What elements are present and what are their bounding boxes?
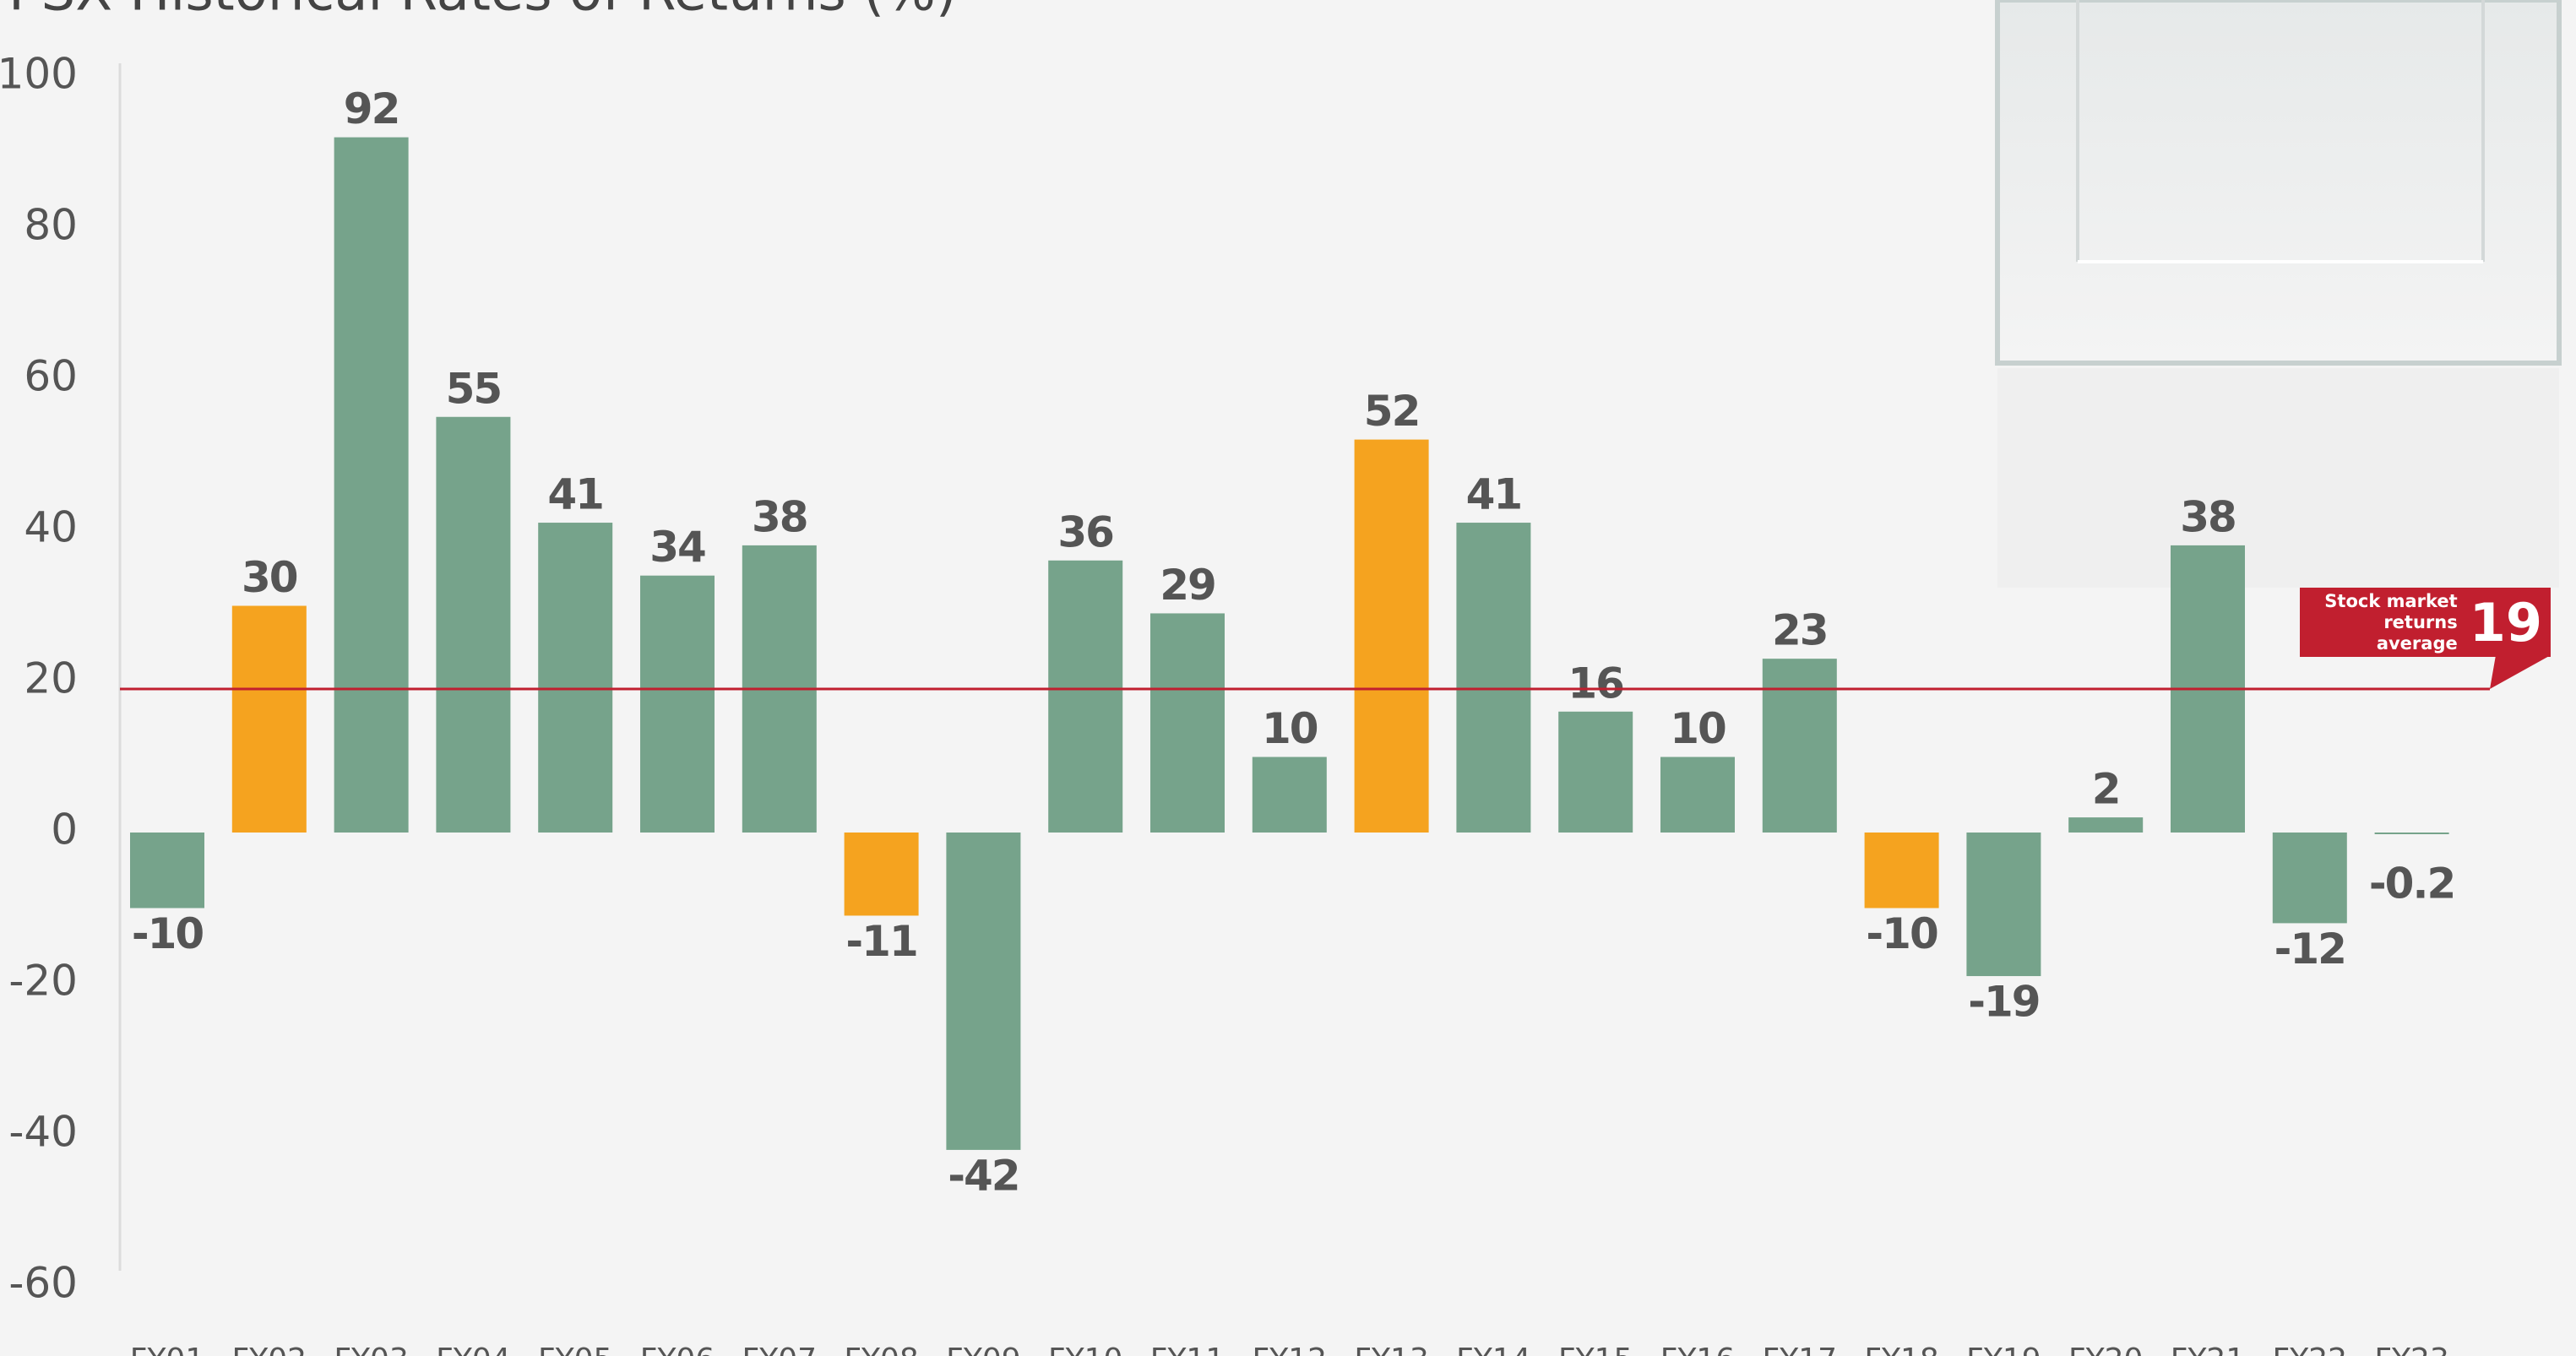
average-annotation: Stock market returns average 19 — [2300, 588, 2551, 657]
bar — [130, 833, 204, 909]
value-label: -10 — [132, 909, 204, 958]
value-label: 38 — [2180, 492, 2236, 541]
value-label: 10 — [1262, 704, 1318, 753]
value-label: -19 — [1968, 978, 2039, 1027]
x-tick-label: FY11 — [1150, 1342, 1226, 1356]
y-tick-label: 100 — [0, 50, 78, 99]
x-tick-label: FY19 — [1966, 1342, 2041, 1356]
value-label: 2 — [2092, 765, 2120, 814]
bar — [1865, 833, 1939, 909]
value-label: 29 — [1160, 561, 1215, 610]
value-label: -42 — [948, 1151, 1019, 1200]
y-tick-label: 0 — [51, 805, 78, 854]
x-tick-label: FY20 — [2068, 1342, 2144, 1356]
average-pointer — [2490, 655, 2551, 689]
x-tick-label: FY12 — [1253, 1342, 1328, 1356]
bar — [2068, 817, 2143, 833]
bar — [946, 833, 1020, 1150]
x-tick-label: FY07 — [742, 1342, 818, 1356]
x-tick-label: FY10 — [1048, 1342, 1123, 1356]
bar — [1456, 523, 1530, 833]
glass-decoration — [1997, 0, 2559, 588]
y-tick-label: -40 — [8, 1108, 78, 1157]
x-tick-label: FY01 — [130, 1342, 205, 1356]
x-tick-label: FY02 — [232, 1342, 307, 1356]
bar — [538, 523, 612, 833]
bar — [2375, 833, 2449, 834]
y-tick-label: 20 — [24, 654, 78, 703]
bar — [334, 138, 409, 833]
chart: PSX Historical Rates of Returns (%) -60 -… — [0, 0, 2576, 1356]
bar — [1763, 659, 1837, 833]
value-label: -11 — [845, 917, 916, 966]
x-tick-label: FY04 — [436, 1342, 511, 1356]
value-label: 36 — [1057, 507, 1113, 556]
x-tick-label: FY21 — [2171, 1342, 2246, 1356]
y-tick-label: 60 — [24, 352, 78, 401]
bar — [1660, 757, 1735, 833]
y-tick-label: 40 — [24, 503, 78, 552]
bar — [1966, 833, 2041, 976]
value-label: 23 — [1772, 606, 1828, 655]
value-label: 30 — [242, 553, 297, 602]
y-tick-label: -20 — [8, 957, 78, 1006]
bar — [1150, 613, 1225, 833]
value-label: 10 — [1670, 704, 1725, 753]
value-label: -12 — [2274, 925, 2345, 974]
y-tick-label: 80 — [24, 201, 78, 250]
chart-title: PSX Historical Rates of Returns (%) — [8, 0, 957, 24]
page: PSX Historical Rates of Returns (%) -60 -… — [0, 0, 2576, 1356]
bar — [2273, 833, 2347, 923]
x-tick-label: FY22 — [2273, 1342, 2348, 1356]
bar — [640, 576, 715, 833]
bar — [1558, 712, 1633, 833]
average-value: 19 — [2470, 592, 2542, 654]
x-tick-label: FY13 — [1354, 1342, 1429, 1356]
x-tick-label: FY08 — [844, 1342, 919, 1356]
x-tick-label: FY14 — [1456, 1342, 1531, 1356]
value-label: 41 — [547, 470, 603, 519]
bar — [232, 606, 307, 833]
value-label: 41 — [1466, 470, 1522, 519]
value-label: 55 — [446, 364, 502, 413]
x-tick-label: FY18 — [1864, 1342, 1939, 1356]
bar — [436, 417, 510, 833]
value-label: 34 — [649, 523, 705, 572]
x-tick-label: FY03 — [334, 1342, 409, 1356]
x-tick-label: FY23 — [2374, 1342, 2449, 1356]
value-label: 16 — [1568, 659, 1623, 708]
average-label: Stock market returns average — [2314, 591, 2458, 654]
value-label: 92 — [344, 84, 399, 133]
x-tick-label: FY17 — [1763, 1342, 1838, 1356]
bar — [845, 833, 919, 915]
x-tick-label: FY09 — [946, 1342, 1021, 1356]
x-tick-label: FY16 — [1660, 1342, 1736, 1356]
value-label: 52 — [1364, 387, 1420, 436]
x-tick-label: FY06 — [640, 1342, 715, 1356]
x-tick-label: FY05 — [538, 1342, 613, 1356]
x-tick-label: FY15 — [1558, 1342, 1633, 1356]
bar — [1048, 561, 1122, 833]
bar — [1253, 757, 1327, 833]
value-label: 38 — [752, 492, 807, 541]
bar — [1355, 440, 1429, 833]
value-label: -0.2 — [2369, 860, 2454, 909]
y-tick-label: -60 — [8, 1259, 78, 1308]
value-label: -10 — [1866, 909, 1937, 958]
